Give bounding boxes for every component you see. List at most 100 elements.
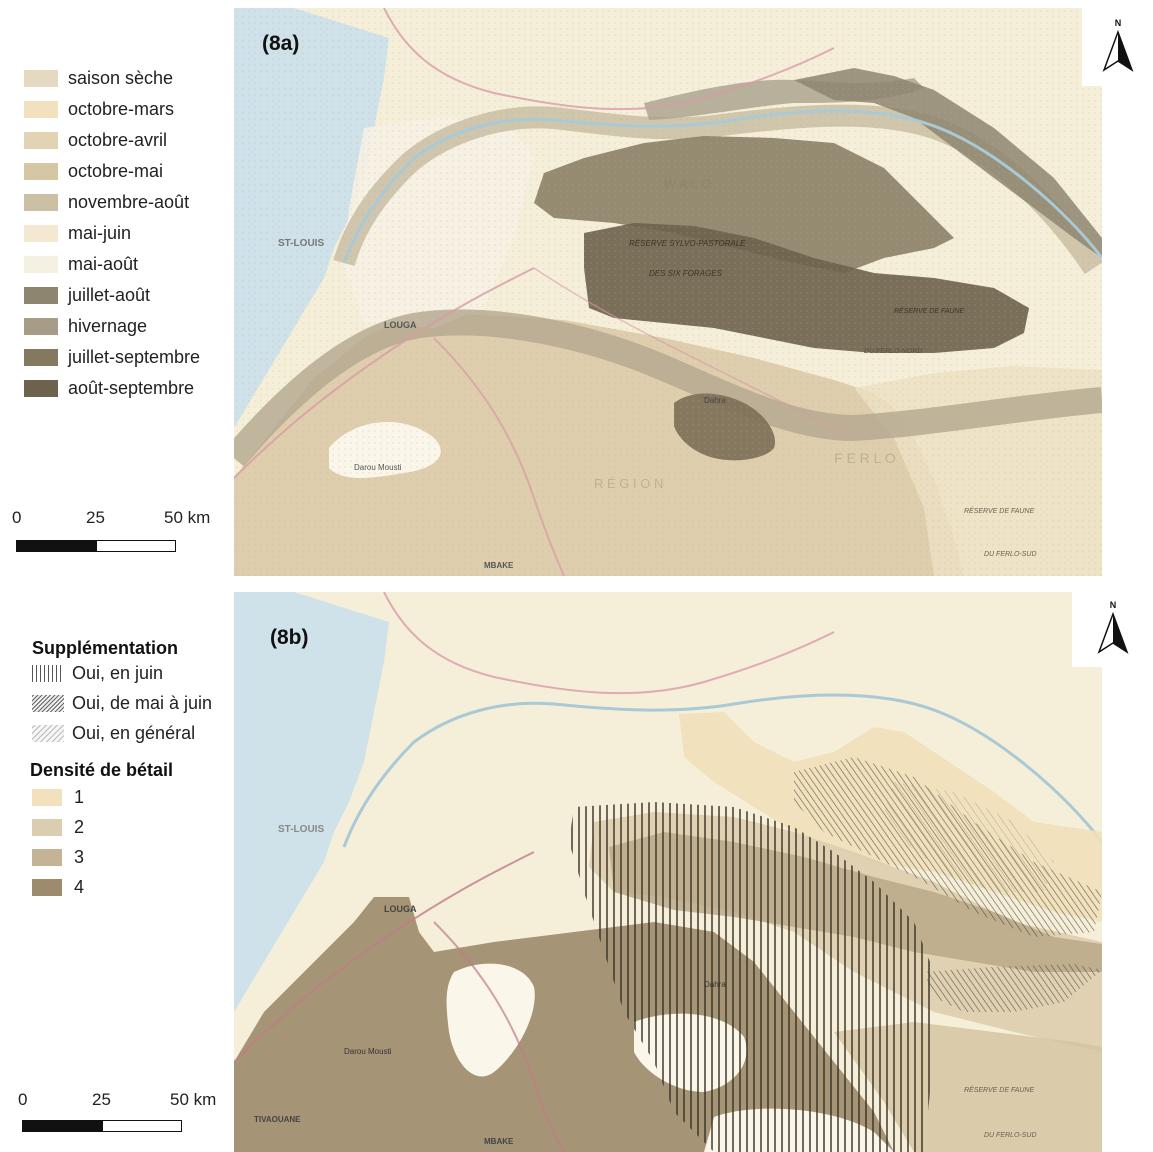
- scale-bar-graphic: [16, 540, 176, 552]
- legend-swatch: [24, 132, 58, 149]
- legend-swatch: [24, 349, 58, 366]
- label-ferlo: F E R L O: [834, 450, 896, 466]
- map-8a: ST-LOUIS LOUGA RÉSERVE SYLVO-PASTORALE D…: [234, 8, 1102, 576]
- supp-mai-juin-zone-2: [924, 964, 1102, 1012]
- road-3: [433, 337, 565, 576]
- north-arrow-icon: N: [1097, 600, 1129, 654]
- river-senegal: [342, 109, 1102, 264]
- legend-label: novembre-août: [68, 192, 190, 212]
- legend-label: hivernage: [68, 316, 148, 336]
- legend-swatch: [24, 225, 58, 242]
- north-label: N: [1110, 600, 1117, 610]
- legend-item: juillet-septembre: [24, 347, 200, 368]
- road-1: [383, 8, 835, 111]
- label-mbake: MBAKE: [484, 1137, 514, 1146]
- scale-label-25: 25: [92, 1090, 111, 1109]
- legend-label: octobre-avril: [68, 130, 168, 150]
- label-walo: W A L O: [664, 176, 711, 191]
- legend-item: Oui, de mai à juin: [32, 693, 212, 714]
- label-region: R É G I O N: [594, 476, 663, 491]
- road-4: [533, 267, 855, 439]
- label-dahra: Dahra: [704, 396, 726, 405]
- panel-label-8b: (8b): [270, 626, 309, 649]
- label-darou-mousti: Darou Mousti: [354, 463, 402, 472]
- legend-label: Oui, de mai à juin: [72, 693, 213, 713]
- scale-label-25: 25: [86, 508, 105, 527]
- legend-item: 3: [32, 847, 84, 868]
- legend-label: mai-juin: [68, 223, 132, 243]
- legend-label: août-septembre: [68, 378, 195, 398]
- label-st-louis: ST-LOUIS: [278, 238, 324, 249]
- north-arrow-half: [1113, 614, 1127, 652]
- legend-supplementation-title: Supplémentation: [32, 638, 179, 658]
- legend-swatch: [32, 695, 64, 712]
- label-tivaouane: TIVAOUANE: [254, 1115, 301, 1124]
- label-st-louis: ST-LOUIS: [278, 824, 324, 835]
- legend-swatch: [24, 70, 58, 87]
- legend-label: 1: [74, 787, 85, 807]
- legend-item: juillet-août: [24, 285, 150, 306]
- legend-item: 2: [32, 817, 84, 838]
- scale-label-0: 0: [12, 508, 22, 527]
- label-reserve-faune2: RÉSERVE DE FAUNE: [964, 506, 1034, 515]
- legend-item: octobre-avril: [24, 130, 167, 151]
- north-arrow-8a: N: [1082, 8, 1153, 86]
- legend-swatch: [32, 789, 62, 806]
- map-8b-canvas: ST-LOUIS LOUGA Dahra Darou Mousti TIVAOU…: [234, 592, 1102, 1152]
- label-reserve-sylvo: RÉSERVE SYLVO-PASTORALE: [629, 239, 746, 248]
- legend-item: 4: [32, 877, 84, 898]
- legend-item: Oui, en juin: [32, 663, 163, 684]
- texture: [234, 8, 1102, 576]
- legend-item: novembre-août: [24, 192, 189, 213]
- legend-label: 3: [74, 847, 85, 867]
- legend-item: hivernage: [24, 316, 147, 337]
- legend-label: Oui, en juin: [72, 663, 164, 683]
- north-arrow-8b: N: [1072, 592, 1153, 667]
- legend-swatch: [24, 163, 58, 180]
- label-louga: LOUGA: [384, 904, 417, 914]
- north-label: N: [1115, 18, 1122, 28]
- label-reserve-faune: RÉSERVE DE FAUNE: [894, 306, 964, 315]
- scale-label-50: 50 km: [164, 508, 211, 527]
- legend-item: 1: [32, 787, 84, 808]
- legend-label: octobre-mai: [68, 161, 164, 181]
- legend-label: saison sèche: [68, 68, 174, 88]
- supp-general-zone: [884, 782, 1054, 892]
- enclave-white-west: [446, 963, 535, 1077]
- legend-swatch: [24, 380, 58, 397]
- legend-item: mai-juin: [24, 223, 131, 244]
- label-darou-mousti: Darou Mousti: [344, 1047, 392, 1056]
- scale-label-0: 0: [18, 1090, 28, 1109]
- legend-item: mai-août: [24, 254, 138, 275]
- legend-item: août-septembre: [24, 378, 194, 399]
- legend-item: octobre-mai: [24, 161, 163, 182]
- legend-swatch: [32, 819, 62, 836]
- legend-item: octobre-mars: [24, 99, 174, 120]
- river-senegal: [342, 693, 1102, 848]
- legend-label: 4: [74, 877, 85, 897]
- legend-label: Oui, en général: [72, 723, 196, 743]
- legend-swatch: [32, 849, 62, 866]
- north-arrow-half: [1118, 32, 1132, 70]
- map-8b: ST-LOUIS LOUGA Dahra Darou Mousti TIVAOU…: [234, 592, 1102, 1152]
- scale-bar-graphic: [22, 1120, 182, 1132]
- road-2: [234, 267, 535, 479]
- label-ferlo-sud: DU FERLO-SUD: [984, 551, 1037, 558]
- scale-label-50: 50 km: [170, 1090, 217, 1109]
- supp-juin-zone: [569, 802, 934, 1152]
- label-reserve-faune: RÉSERVE DE FAUNE: [964, 1085, 1034, 1094]
- label-ferlo-nord: DU FERLO-NORD: [864, 348, 922, 355]
- legend-item: Oui, en général: [32, 723, 195, 744]
- road-1: [383, 592, 835, 695]
- legend-label: octobre-mars: [68, 99, 175, 119]
- legend-swatch: [24, 194, 58, 211]
- road-3: [433, 921, 565, 1152]
- north-arrow-icon: N: [1102, 18, 1134, 72]
- legend-label: mai-août: [68, 254, 139, 274]
- label-six-forages: DES SIX FORAGES: [649, 269, 723, 278]
- legend-swatch: [24, 318, 58, 335]
- legend-swatch: [32, 879, 62, 896]
- legend-item: saison sèche: [24, 68, 173, 89]
- legend-swatch: [32, 725, 64, 742]
- legend-density-title: Densité de bétail: [30, 760, 174, 780]
